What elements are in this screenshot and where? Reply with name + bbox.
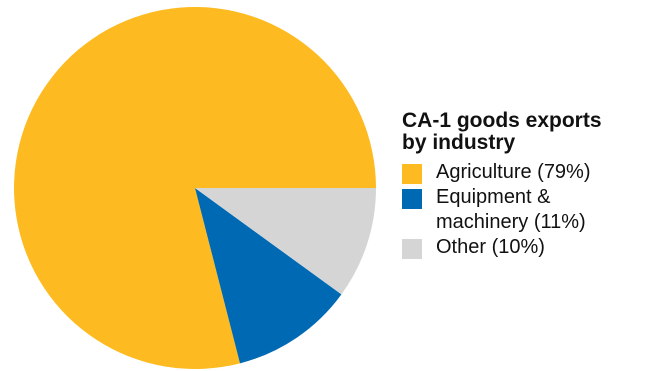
legend-label-equipment-machinery-line-2: machinery (11%) xyxy=(436,211,586,233)
legend-label-agriculture: Agriculture (79%) xyxy=(436,161,591,183)
pie-slice-agriculture xyxy=(14,6,376,369)
legend-label-other: Other (10%) xyxy=(436,236,545,258)
legend-swatch-other xyxy=(402,239,422,259)
legend: CA-1 goods exports by industry Agricultu… xyxy=(402,110,662,260)
legend-title-line-2: by industry xyxy=(402,131,516,154)
legend-swatch-agriculture xyxy=(402,164,422,184)
pie-slice-equipment-machinery xyxy=(195,188,342,364)
legend-title: CA-1 goods exports by industry xyxy=(402,110,662,154)
legend-item-equipment-machinery: Equipment & machinery (11%) xyxy=(402,185,662,235)
pie-svg xyxy=(14,6,376,369)
pie-slice-other xyxy=(195,188,376,295)
legend-label-equipment-machinery-line-1: Equipment & xyxy=(436,186,551,208)
legend-swatch-equipment-machinery xyxy=(402,189,422,209)
legend-item-other: Other (10%) xyxy=(402,235,662,260)
legend-title-line-1: CA-1 goods exports xyxy=(402,109,602,132)
legend-item-agriculture: Agriculture (79%) xyxy=(402,160,662,185)
